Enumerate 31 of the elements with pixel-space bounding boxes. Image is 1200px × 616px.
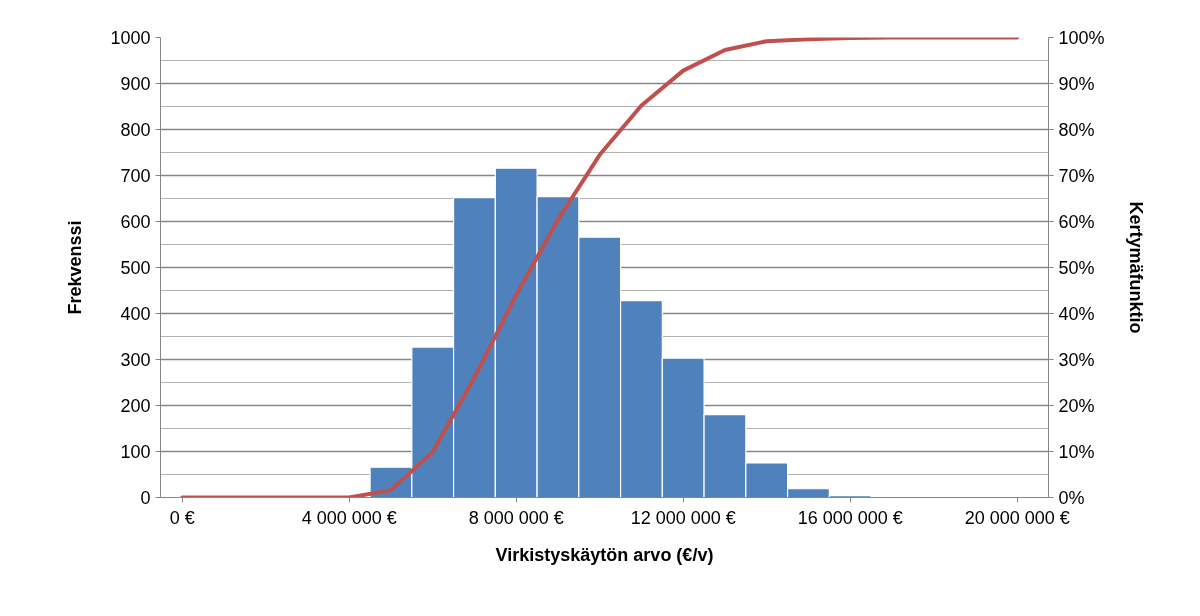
y-tick-label: 700 xyxy=(120,166,151,186)
y-tick-label: 900 xyxy=(120,74,151,94)
x-tick-label: 16 000 000 € xyxy=(797,507,903,528)
y-tick-label: 500 xyxy=(120,258,151,278)
y2-tick-label: 20% xyxy=(1058,395,1095,416)
y-axis-title: Frekvenssi xyxy=(65,220,86,315)
y2-tick-label: 60% xyxy=(1058,211,1095,232)
x-tick-label: 20 000 000 € xyxy=(964,507,1070,528)
y2-tick-label: 50% xyxy=(1058,257,1095,278)
y2-tick-label: 70% xyxy=(1058,165,1095,186)
x-tick-label: 4 000 000 € xyxy=(301,507,397,528)
y2-tick-label: 10% xyxy=(1058,441,1095,462)
y2-tick-label: 0% xyxy=(1058,487,1085,508)
y-tick-label: 0 xyxy=(140,488,151,508)
y2-tick-label: 100% xyxy=(1058,27,1105,48)
y-tick-label: 200 xyxy=(120,396,151,416)
x-tick-label: 8 000 000 € xyxy=(468,507,564,528)
y2-axis-title: Kertymäfunktio xyxy=(1125,201,1146,334)
y-tick-label: 100 xyxy=(120,442,151,462)
y-tick-label: 300 xyxy=(120,350,151,370)
y-tick-label: 400 xyxy=(120,304,151,324)
y2-tick-label: 90% xyxy=(1058,73,1095,94)
x-axis-title: Virkistyskäytön arvo (€/v) xyxy=(495,544,714,565)
y-tick-label: 800 xyxy=(120,120,151,140)
y-tick-label: 1000 xyxy=(110,28,151,48)
y2-tick-label: 40% xyxy=(1058,303,1095,324)
y2-tick-label: 30% xyxy=(1058,349,1095,370)
x-tick-label: 12 000 000 € xyxy=(630,507,736,528)
y2-tick-label: 80% xyxy=(1058,119,1095,140)
y-tick-label: 600 xyxy=(120,212,151,232)
x-tick-label: 0 € xyxy=(169,507,195,528)
